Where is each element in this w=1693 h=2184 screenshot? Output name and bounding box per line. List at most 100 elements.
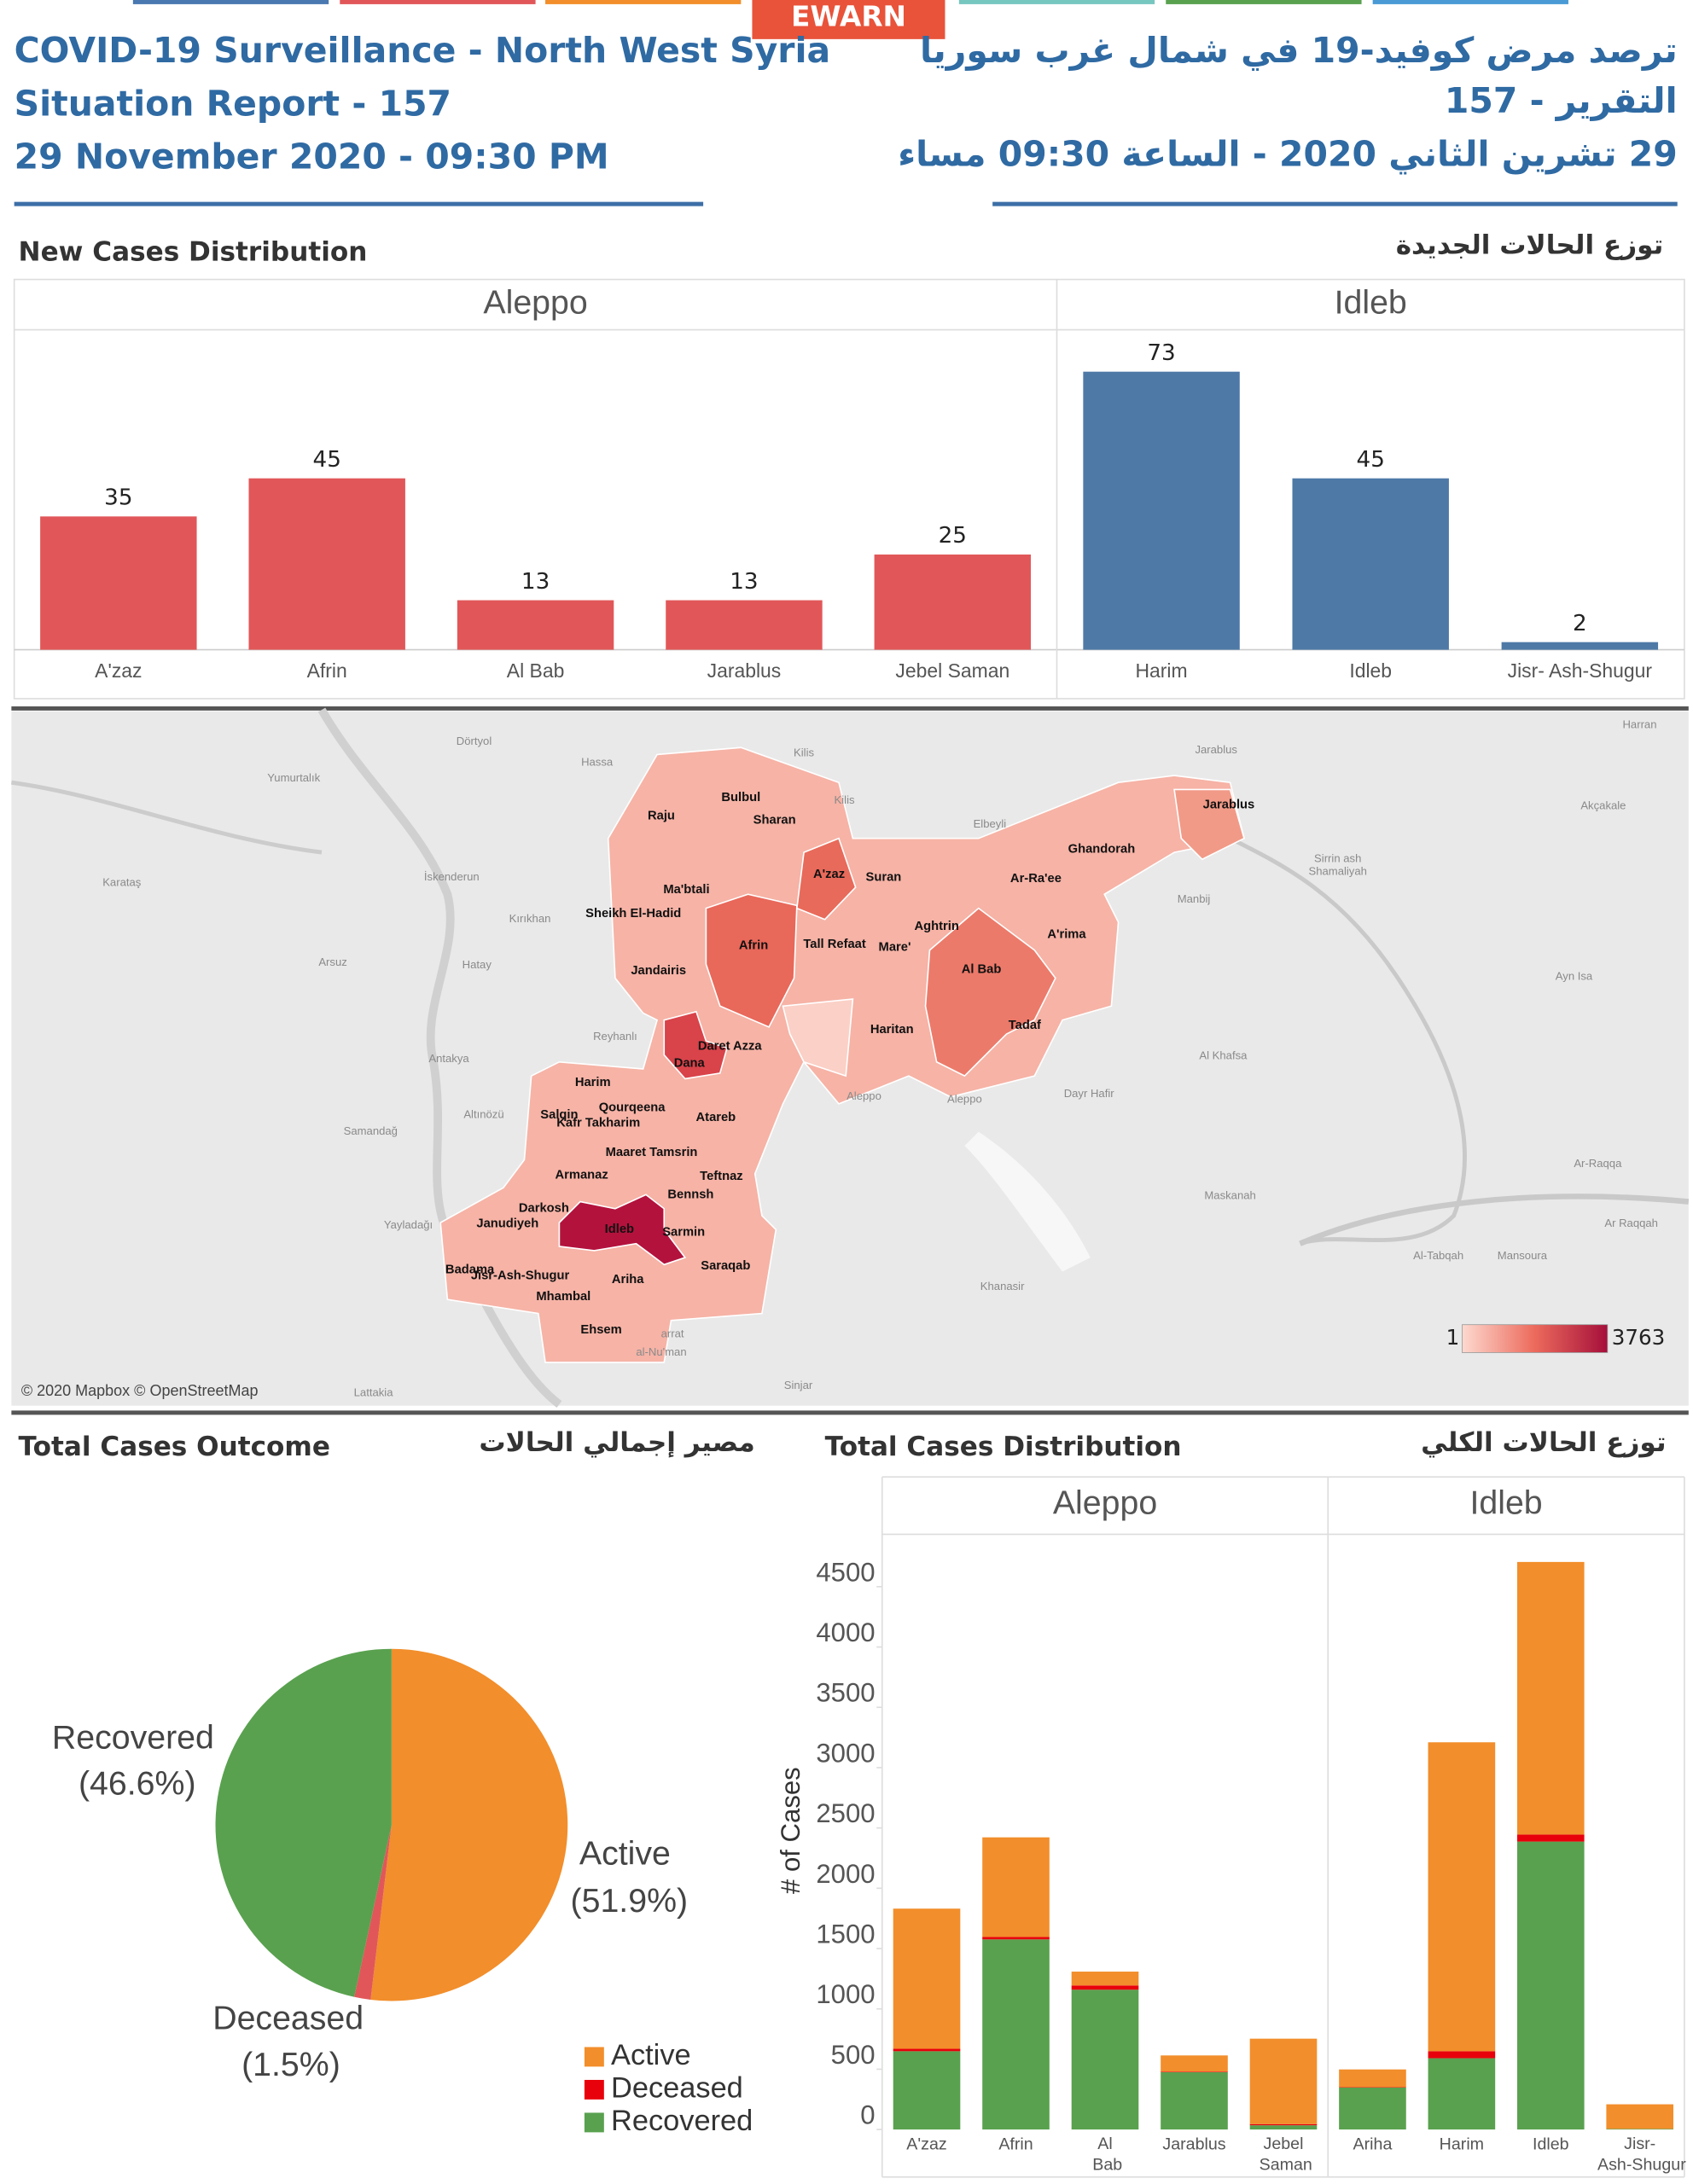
map-district-label: Idleb <box>605 1223 634 1236</box>
panel-title: Idleb <box>1335 283 1407 321</box>
map-district-label: Jisr-Ash-Shugur <box>471 1269 570 1282</box>
map-district-label: Ma'btali <box>663 883 709 897</box>
value-label: 35 <box>104 485 132 511</box>
bar-segment <box>1249 2038 1318 2124</box>
bar-segment <box>1428 2051 1496 2059</box>
map-place-label: Antakya <box>428 1052 469 1065</box>
map-place-label: Reyhanlı <box>593 1030 637 1043</box>
map-place-label: Hassa <box>581 756 614 769</box>
date-ar: 29 تشرين الثاني 2020 - الساعة 09:30 مساء <box>898 133 1678 174</box>
map-place-label: Dayr Hafir <box>1064 1087 1115 1100</box>
map-place-label: Samandağ <box>344 1124 398 1137</box>
map-district-label: Raju <box>648 809 675 822</box>
map-place-label: Elbeyli <box>974 817 1007 830</box>
map-district-label: Salqin <box>540 1108 578 1122</box>
map-district-label: Ar-Ra'ee <box>1010 872 1062 886</box>
logo: EWARN <box>791 0 906 32</box>
logo-box <box>752 0 945 39</box>
section-title-ar: مصير إجمالي الحالات <box>479 1427 754 1458</box>
slice-value: (46.6%) <box>79 1765 196 1803</box>
value-label: 2 <box>1573 611 1587 636</box>
map-district-label: Maaret Tamsrin <box>606 1146 698 1159</box>
y-tick-label: 1500 <box>816 1920 875 1949</box>
map-district-label: Ghandorah <box>1068 843 1136 857</box>
pie-slice <box>215 1648 392 1997</box>
map-place-label: Aleppo <box>947 1092 982 1105</box>
map-district-label: A'zaz <box>813 868 845 881</box>
x-tick-label: Ariha <box>1353 2135 1393 2153</box>
map-district-label: Atareb <box>696 1111 736 1124</box>
x-tick-label: Jebel Saman <box>895 659 1009 682</box>
map-place-label: Kilis <box>835 793 855 806</box>
map-place-label: arrat <box>661 1327 684 1340</box>
map-district-label: Tadaf <box>1009 1019 1041 1032</box>
map-district-label: Ariha <box>612 1273 644 1287</box>
map-district-label: Badama <box>445 1263 495 1277</box>
map-place-label: Hatay <box>463 958 492 971</box>
x-tick-label: Afrin <box>998 2135 1033 2153</box>
map-district-label: Haritan <box>870 1023 914 1037</box>
subtitle: Situation Report - 157 <box>15 83 451 124</box>
map-place-label: Ar-Raqqa <box>1574 1157 1622 1170</box>
bar-segment <box>1428 1742 1496 2052</box>
legend-swatch <box>584 2112 604 2133</box>
bar-segment <box>1249 2123 1318 2126</box>
top-strip <box>958 0 1155 4</box>
bar-segment <box>1161 2071 1228 2130</box>
y-tick-label: 2000 <box>816 1859 875 1889</box>
pie-slice <box>370 1648 568 2001</box>
bar <box>40 516 197 650</box>
bar-segment <box>1606 2104 1674 2129</box>
value-label: 13 <box>730 569 758 595</box>
y-tick-label: 3000 <box>816 1738 875 1768</box>
map-place-label: Jarablus <box>1195 743 1237 756</box>
map-place-label: Maskanah <box>1204 1188 1255 1201</box>
map-place-label: Akçakale <box>1580 799 1626 812</box>
section-title-ar: توزع الحالات الجديدة <box>1396 229 1664 260</box>
y-axis-title: # of Cases <box>776 1767 806 1894</box>
map-place-label: Altınözü <box>463 1107 503 1120</box>
map-place-label: Khanasir <box>980 1280 1025 1292</box>
river <box>1229 836 1467 1246</box>
x-tick-label: Harim <box>1136 659 1188 682</box>
x-tick-label: Al Bab <box>1088 2135 1122 2175</box>
bar-segment <box>1516 1561 1585 1835</box>
map-legend-max: 3763 <box>1612 1325 1665 1350</box>
bar-segment <box>893 2048 961 2052</box>
map-district-label: Sharan <box>753 813 796 827</box>
bar-segment <box>982 1837 1050 1937</box>
map-district-label: Sheikh El-Hadid <box>585 907 681 921</box>
map-district-label: Mhambal <box>536 1290 591 1304</box>
region <box>782 998 854 1077</box>
map-place-label: Kilis <box>794 746 814 758</box>
map-place-label: Sirrin ash <box>1314 852 1361 865</box>
bar-segment <box>1071 1989 1139 2130</box>
x-tick-label: Jisr- Ash-Shugur <box>1508 659 1653 682</box>
y-tick-label: 4500 <box>816 1557 875 1587</box>
bar-segment <box>1428 2058 1496 2130</box>
value-label: 25 <box>939 523 967 549</box>
map-district-label: Kafr Takharim <box>556 1117 640 1130</box>
bar-segment <box>893 2051 961 2130</box>
map-place-label: Arsuz <box>318 956 346 968</box>
region <box>924 907 1056 1077</box>
value-label: 73 <box>1147 340 1175 366</box>
map-place-label: Al-Tabqah <box>1413 1249 1463 1262</box>
map-district-label: Darkosh <box>519 1202 569 1216</box>
top-strip <box>1372 0 1568 4</box>
bar-segment <box>1071 1985 1139 1990</box>
map-district-label: Ehsem <box>580 1323 621 1337</box>
x-tick-label: Jarablus <box>707 659 782 682</box>
map-place-label: Harran <box>1622 718 1656 731</box>
section-title: New Cases Distribution <box>19 236 368 267</box>
panel-title: Idleb <box>1469 1484 1542 1521</box>
section-title-ar: توزع الحالات الكلي <box>1421 1427 1667 1458</box>
bar-segment <box>1339 2087 1406 2130</box>
top-strip <box>545 0 742 4</box>
date: 29 November 2020 - 09:30 PM <box>15 136 609 177</box>
map-place-label: Ayn Isa <box>1556 969 1593 982</box>
section-title: Total Cases Distribution <box>825 1432 1182 1462</box>
map-legend-ramp <box>1462 1324 1609 1353</box>
bar-segment <box>982 1939 1050 2130</box>
bar-segment <box>1516 1834 1585 1842</box>
